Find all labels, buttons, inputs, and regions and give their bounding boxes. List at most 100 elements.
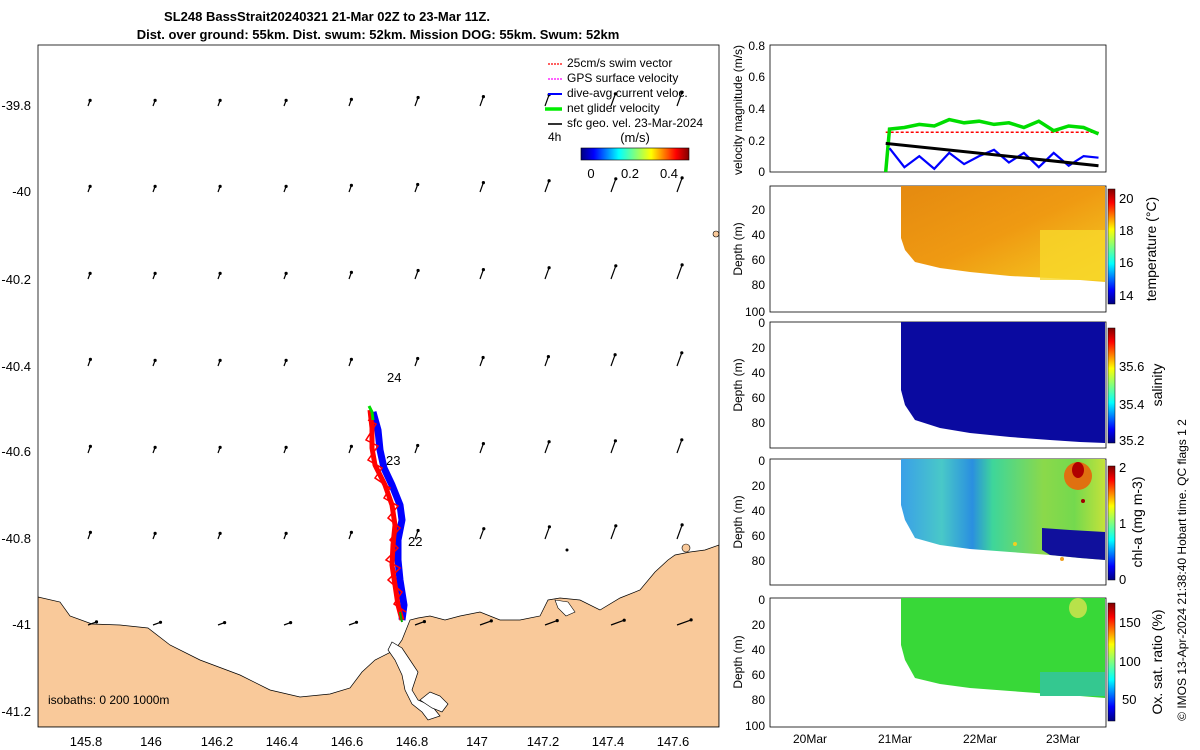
velocity-arrow — [479, 96, 484, 107]
glider-track — [364, 405, 408, 623]
velocity-arrow-head — [680, 176, 684, 180]
velocity-arrow-head — [680, 91, 684, 95]
temp-c-tick: 14 — [1119, 288, 1133, 303]
date-tick: 21Mar — [878, 732, 912, 746]
ox-ylabel: Depth (m) — [731, 635, 745, 688]
temp-y-tick: 60 — [752, 253, 766, 267]
y-tick: -40.4 — [1, 359, 31, 374]
velocity-arrow-head — [481, 268, 485, 272]
velocity-frame — [769, 44, 1107, 173]
x-tick: 147.6 — [657, 734, 690, 749]
velocity-arrow-head — [547, 440, 551, 444]
track-red-zigzag — [364, 419, 407, 613]
velocity-arrow — [544, 267, 550, 280]
sal-clabel: salinity — [1149, 364, 1165, 407]
velocity-arrow — [676, 439, 683, 454]
x-tick: 147 — [466, 734, 488, 749]
velocity-arrow — [610, 265, 617, 280]
velocity-arrow — [479, 620, 492, 626]
temperature-panel: 20 40 60 80 100 Depth (m) 14 16 18 20 te… — [731, 185, 1159, 319]
salinity-field — [901, 322, 1105, 443]
velocity-arrow — [676, 619, 692, 626]
date-tick: 23Mar — [1046, 732, 1080, 746]
chla-peak — [1072, 462, 1084, 478]
legend-dive: dive-avg current veloc. — [567, 86, 688, 100]
sal-colorbar — [1107, 327, 1116, 444]
velocity-arrow — [676, 177, 683, 193]
velocity-arrow — [610, 440, 616, 454]
sal-y-tick: 40 — [752, 366, 766, 380]
velocity-arrow-head — [218, 445, 222, 449]
ox-y-tick: 20 — [752, 618, 766, 632]
colorbar-tick-0: 0 — [587, 166, 594, 181]
velocity-arrow-head — [680, 438, 684, 442]
salinity-panel: 0 20 40 60 80 Depth (m) 35.2 35.4 35.6 s… — [731, 316, 1165, 449]
velocity-arrow-head — [555, 619, 559, 623]
velocity-arrow-head — [546, 355, 551, 359]
sal-ylabel: Depth (m) — [731, 358, 745, 411]
velocity-arrow-head — [349, 444, 353, 448]
map-subtitle: Dist. over ground: 55km. Dist. swum: 52k… — [137, 27, 620, 42]
velocity-arrow-head — [614, 524, 618, 528]
legend-sfc: sfc geo. vel. 23-Mar-2024 — [567, 116, 703, 130]
map-title: SL248 BassStrait20240321 21-Mar 02Z to 2… — [164, 9, 490, 24]
velocity-arrow-head — [284, 271, 288, 275]
velocity-arrow-head — [481, 355, 485, 360]
velocity-arrow-head — [284, 531, 288, 536]
colorbar-tick-02: 0.2 — [621, 166, 639, 181]
velocity-arrow — [544, 620, 558, 626]
velocity-arrow-head — [481, 181, 485, 185]
velocity-arrow-head — [622, 618, 626, 622]
temp-y-tick: 80 — [752, 278, 766, 292]
velocity-arrow-head — [422, 620, 426, 624]
estuary-right — [419, 691, 449, 713]
sal-y-tick: 0 — [758, 316, 765, 330]
isobaths-label: isobaths: 0 200 1000m — [48, 693, 169, 707]
velocity-arrow — [544, 441, 550, 454]
day-label-22: 22 — [408, 534, 422, 549]
velocity-arrow-head — [614, 264, 618, 268]
velocity-arrow-head — [153, 445, 157, 449]
velocity-arrow — [544, 94, 550, 107]
footer-note: © IMOS 13-Apr-2024 21:38:40 Hobart time.… — [1175, 419, 1189, 721]
vel-y-tick: 0.6 — [748, 70, 765, 84]
velocity-arrow-head — [416, 356, 420, 361]
velocity-arrow-head — [416, 528, 420, 533]
velocity-arrow-head — [289, 621, 293, 625]
land-tasmania — [38, 544, 719, 727]
temp-clabel: temperature (°C) — [1143, 197, 1159, 301]
oxygen-high — [1069, 598, 1087, 618]
velocity-arrow-head — [284, 98, 288, 102]
temp-c-tick: 18 — [1119, 223, 1133, 238]
velocity-arrow-head — [94, 620, 99, 624]
temp-ylabel: Depth (m) — [731, 222, 745, 275]
velocity-arrow-head — [680, 351, 684, 355]
legend-gps: GPS surface velocity — [567, 71, 678, 85]
velocity-arrow-head — [88, 184, 92, 188]
legend-net: net glider velocity — [567, 101, 660, 115]
chla-c-tick: 2 — [1119, 460, 1126, 475]
y-tick: -40 — [12, 184, 31, 199]
y-tick: -39.8 — [1, 98, 31, 113]
coast-inlet — [554, 599, 576, 617]
chla-y-tick: 20 — [752, 479, 766, 493]
y-tick: -41 — [12, 617, 31, 632]
velocity-arrow-head — [349, 183, 353, 187]
velocity-panel: 0 0.2 0.4 0.6 0.8 velocity magnitude (m/… — [731, 39, 1107, 179]
velocity-arrow — [676, 264, 683, 280]
sal-c-tick: 35.6 — [1119, 359, 1144, 374]
chla-y-tick: 80 — [752, 554, 766, 568]
velocity-arrow-head — [481, 95, 485, 99]
velocity-arrow-head — [613, 92, 618, 96]
velocity-arrow-head — [88, 98, 92, 102]
velocity-arrow-head — [158, 620, 163, 624]
velocity-arrow — [610, 93, 616, 107]
velocity-arrow-head — [416, 95, 420, 100]
velocity-arrow-head — [354, 620, 359, 624]
map-legend: 25cm/s swim vector GPS surface velocity … — [545, 56, 703, 181]
colorbar-tick-04: 0.4 — [660, 166, 678, 181]
ox-y-tick: 80 — [752, 693, 766, 707]
velocity-arrow-head — [218, 358, 222, 362]
temp-y-tick: 100 — [745, 305, 765, 319]
